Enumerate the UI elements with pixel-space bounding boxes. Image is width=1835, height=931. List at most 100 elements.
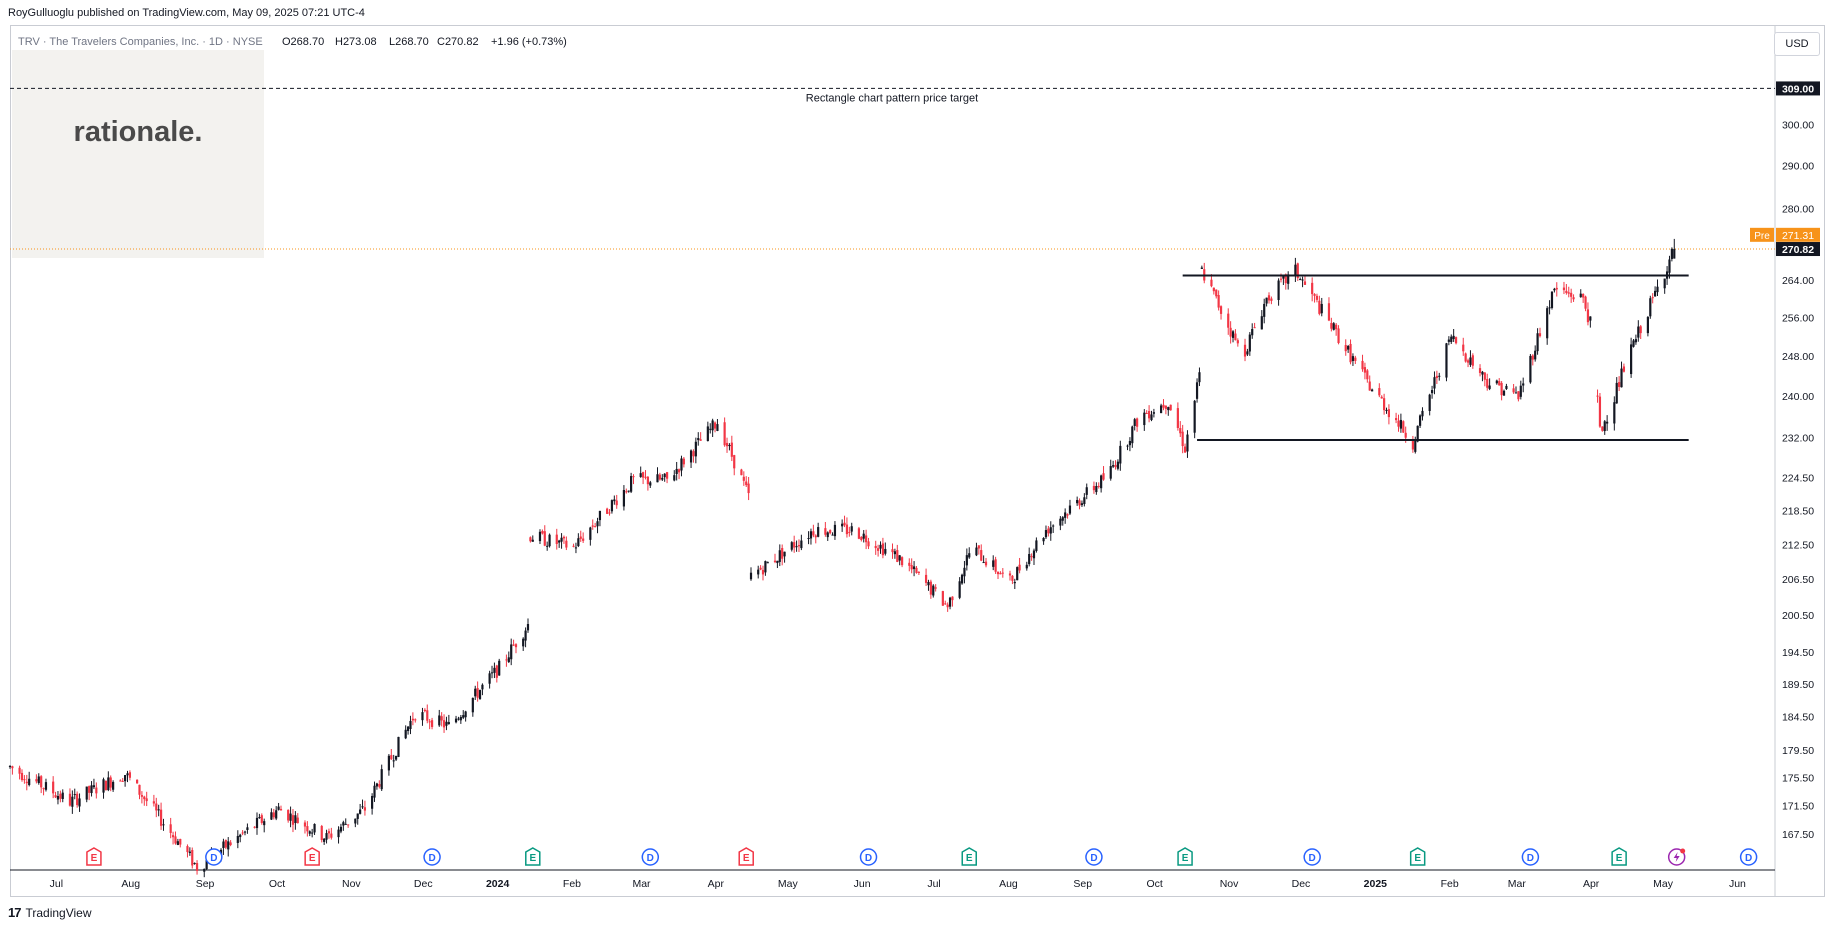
candle-body xyxy=(390,755,393,760)
candle-body xyxy=(1270,298,1273,301)
dividend-marker[interactable]: D xyxy=(205,848,223,866)
candle-body xyxy=(457,718,460,720)
candle-body xyxy=(692,451,695,457)
candle-body xyxy=(61,792,64,799)
candle-body xyxy=(205,859,208,870)
candle-body xyxy=(1464,353,1467,362)
earnings-marker[interactable]: E xyxy=(525,847,541,866)
candle-body xyxy=(1162,404,1165,408)
footer-brand[interactable]: 17 TradingView xyxy=(8,905,92,920)
candle-body xyxy=(493,667,496,673)
dividend-marker[interactable]: D xyxy=(1521,848,1540,866)
candle-body xyxy=(272,812,275,818)
candle-body xyxy=(1337,328,1340,344)
candle-body xyxy=(394,755,398,760)
candle-body xyxy=(1649,298,1652,317)
time-tick-label: Oct xyxy=(269,878,285,890)
candle-body xyxy=(241,832,244,834)
candle-body xyxy=(430,720,434,727)
dividend-marker[interactable]: D xyxy=(859,848,878,866)
candle-body xyxy=(725,442,729,447)
candle-body xyxy=(1603,421,1606,432)
candle-body xyxy=(531,539,534,542)
candle-body xyxy=(1454,337,1458,344)
currency-button[interactable]: USD xyxy=(1774,32,1820,56)
price-tick-label: 256.00 xyxy=(1782,313,1814,325)
candle-body xyxy=(709,428,712,430)
candle-body xyxy=(874,545,877,549)
price-tick-label: 171.50 xyxy=(1782,800,1814,812)
candle-body xyxy=(994,559,997,572)
earnings-marker[interactable]: E xyxy=(304,847,320,866)
candle-body xyxy=(253,826,256,828)
earnings-marker[interactable]: E xyxy=(738,847,754,866)
time-axis[interactable]: Jul Aug Sep Oct Nov Dec 2024 Feb Mar Apr May Jun Jul… xyxy=(50,878,1746,890)
candle-body xyxy=(325,833,328,840)
candle-body xyxy=(524,630,527,641)
candle-body xyxy=(538,531,542,542)
dividend-marker[interactable]: D xyxy=(1739,848,1758,866)
candle-body xyxy=(296,817,299,824)
candle-body xyxy=(1670,248,1673,259)
candle-body xyxy=(1294,264,1297,277)
dividend-marker[interactable]: D xyxy=(641,848,660,866)
candle-body xyxy=(478,690,482,699)
svg-text:E: E xyxy=(1616,853,1623,864)
dividend-marker[interactable]: D xyxy=(1303,848,1321,866)
svg-text:E: E xyxy=(529,853,536,864)
symbol-line: TRV · The Travelers Companies, Inc. · 1D… xyxy=(18,36,263,48)
candle-body xyxy=(1522,383,1525,386)
candle-body xyxy=(306,826,309,832)
candle-body xyxy=(1514,392,1518,394)
candle-body xyxy=(548,534,551,547)
candle-body xyxy=(1008,573,1012,576)
candle-body xyxy=(428,721,431,723)
candle-body xyxy=(222,841,225,849)
price-target-label: Rectangle chart pattern price target xyxy=(806,92,978,104)
time-tick-label: Aug xyxy=(121,878,140,890)
candle-body xyxy=(1147,411,1151,419)
upcoming-event-icon[interactable] xyxy=(1667,848,1686,866)
dividend-marker[interactable]: D xyxy=(423,848,441,866)
candle-body xyxy=(1152,412,1155,414)
candle-body xyxy=(354,818,357,824)
candle-body xyxy=(1277,280,1280,301)
candle-body xyxy=(330,833,333,838)
candle-body xyxy=(423,709,426,712)
candle-body xyxy=(1076,499,1079,504)
price-axis[interactable]: 300.00 290.00 280.00 264.00 256.00 248.00 240.… xyxy=(1782,119,1814,841)
candle-body xyxy=(1639,326,1642,334)
dividend-marker[interactable]: D xyxy=(1085,848,1103,866)
candle-body xyxy=(865,535,868,543)
candle-body xyxy=(438,715,441,726)
candle-body xyxy=(817,527,820,537)
earnings-marker[interactable]: E xyxy=(1611,847,1627,866)
candle-body xyxy=(1498,381,1501,386)
candle-body xyxy=(426,710,429,721)
candle-body xyxy=(723,422,726,446)
candle-body xyxy=(1531,355,1534,360)
candle-body xyxy=(776,560,779,564)
candle-body xyxy=(610,500,614,512)
candle-body xyxy=(594,526,597,528)
earnings-marker[interactable]: E xyxy=(1177,847,1193,866)
candle-body xyxy=(824,528,827,535)
price-tick-label: 240.00 xyxy=(1782,391,1814,403)
candle-body xyxy=(1433,377,1436,389)
earnings-marker[interactable]: E xyxy=(961,847,977,866)
candle-body xyxy=(44,782,48,790)
candle-body xyxy=(1387,409,1391,418)
candle-body xyxy=(1435,375,1438,378)
earnings-marker[interactable]: E xyxy=(1409,847,1426,866)
candle-body xyxy=(1068,505,1072,514)
candle-body xyxy=(591,525,594,527)
candle-body xyxy=(1167,407,1170,411)
candle-body xyxy=(1380,396,1383,399)
earnings-marker[interactable]: E xyxy=(86,847,102,866)
candle-body xyxy=(793,542,796,548)
candle-body xyxy=(1335,324,1338,330)
last-price-badge: 270.82 xyxy=(1776,242,1820,257)
chart-frame[interactable] xyxy=(10,25,1825,897)
